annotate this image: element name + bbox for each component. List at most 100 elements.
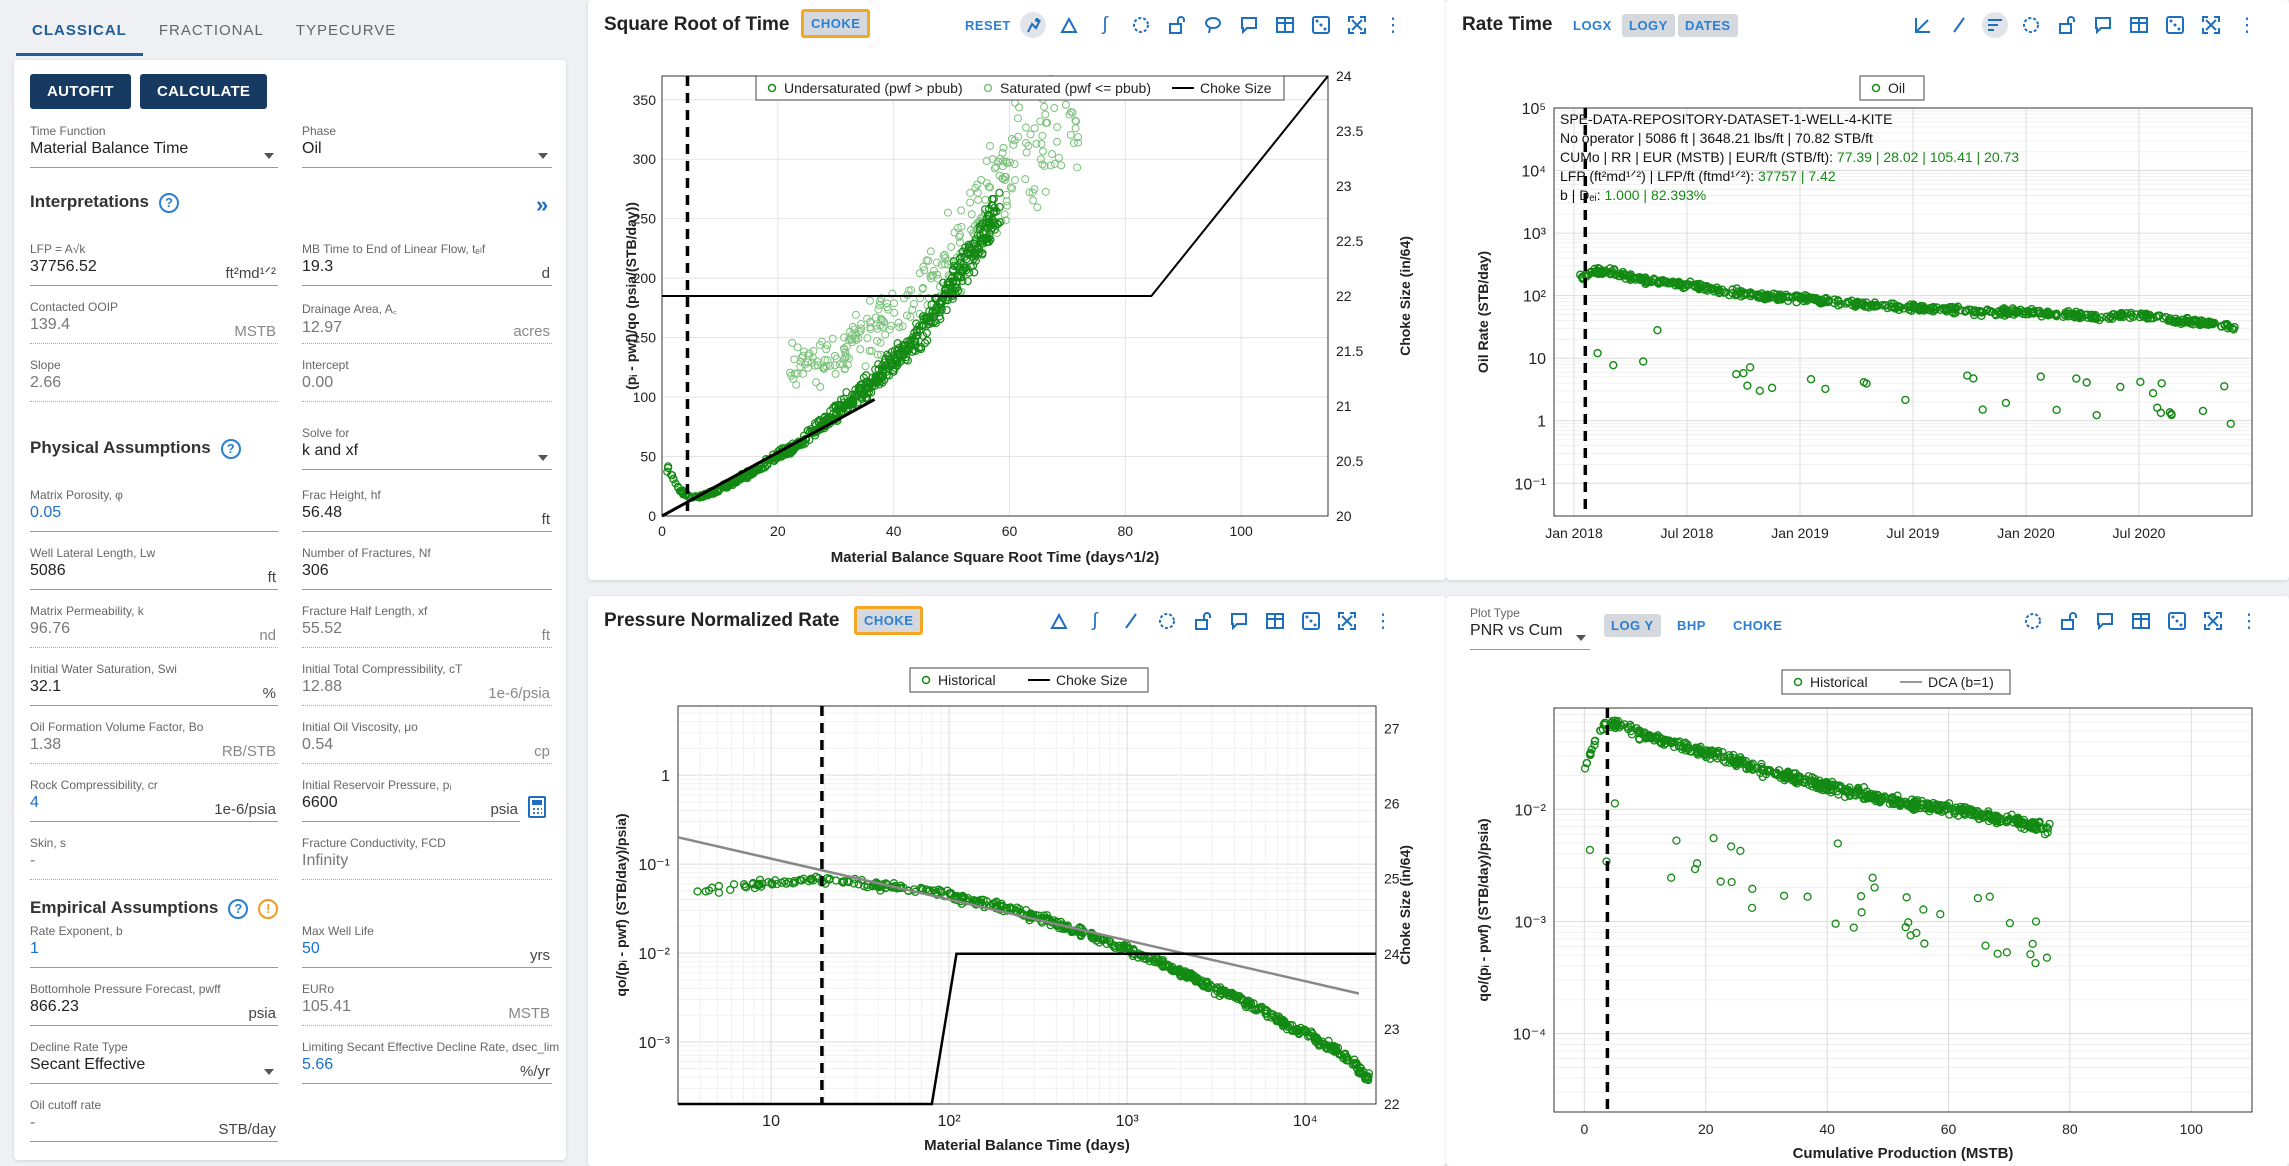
lasso-icon[interactable] — [2020, 608, 2046, 634]
unlock-icon[interactable] — [1190, 608, 1216, 634]
tab-classical[interactable]: CLASSICAL — [16, 12, 143, 56]
frac-height-field[interactable]: Frac Height, hf 56.48 ft — [302, 488, 552, 532]
historical-point — [1158, 961, 1167, 971]
line-icon[interactable] — [1118, 608, 1144, 634]
solve-for-select[interactable]: Solve for k and xf — [302, 426, 552, 470]
logy-toggle[interactable]: LOGY — [1622, 14, 1675, 37]
tab-fractional[interactable]: FRACTIONAL — [158, 22, 264, 39]
table-icon[interactable] — [1262, 608, 1288, 634]
oil-cutoff-field[interactable]: Oil cutoff rate - STB/day — [30, 1098, 278, 1142]
legend-marker — [983, 83, 993, 93]
pan-hand-icon[interactable] — [1020, 12, 1046, 38]
table-icon[interactable] — [2126, 12, 2152, 38]
comment-icon[interactable] — [2090, 12, 2116, 38]
oil-rate-point — [1764, 292, 1773, 302]
undersaturated-point — [953, 272, 962, 281]
max-well-life-field[interactable]: Max Well Life 50 yrs — [302, 924, 552, 968]
calculate-button[interactable]: CALCULATE — [140, 74, 268, 109]
reset-button[interactable]: RESET — [965, 18, 1011, 33]
more-vert-icon[interactable]: ⋮ — [1373, 610, 1393, 632]
cum-choke-toggle[interactable]: CHOKE — [1733, 618, 1783, 633]
undersaturated-point — [964, 250, 973, 259]
warning-icon[interactable]: ! — [258, 898, 279, 919]
initial-pressure-field[interactable]: Initial Reservoir Pressure, pᵢ 6600 psia — [302, 778, 520, 822]
x-axis-label: Material Balance Time (days) — [924, 1137, 1130, 1154]
expand-icon[interactable] — [2198, 12, 2224, 38]
lateral-length-field[interactable]: Well Lateral Length, Lw 5086 ft — [30, 546, 278, 590]
dates-toggle[interactable]: DATES — [1678, 14, 1738, 37]
integral-icon[interactable]: ∫ — [1092, 610, 1098, 631]
pnr-choke-toggle[interactable]: CHOKE — [854, 606, 924, 635]
unlock-icon[interactable] — [2054, 12, 2080, 38]
historical-point — [1673, 738, 1682, 747]
undersaturated-point — [924, 320, 934, 329]
porosity-field[interactable]: Matrix Porosity, φ 0.05 — [30, 488, 278, 532]
expand-icon[interactable] — [1334, 608, 1360, 634]
time-function-select[interactable]: Time Function Material Balance Time — [30, 124, 278, 168]
triangle-icon[interactable] — [1056, 12, 1082, 38]
expand-icon[interactable] — [2200, 608, 2226, 634]
x-tick-label: 20 — [770, 523, 786, 539]
dice-icon[interactable] — [2164, 608, 2190, 634]
speech-lasso-icon[interactable] — [1200, 12, 1226, 38]
phase-select[interactable]: Phase Oil — [302, 124, 552, 168]
help-icon[interactable]: ? — [220, 438, 241, 459]
sort-icon[interactable] — [1982, 12, 2008, 38]
decline-rate-type-select[interactable]: Decline Rate Type Secant Effective — [30, 1040, 278, 1084]
saturated-point — [846, 334, 855, 343]
historical-point — [1702, 753, 1711, 762]
unlock-icon[interactable] — [1164, 12, 1190, 38]
expand-icon[interactable] — [1344, 12, 1370, 38]
line-icon[interactable] — [1946, 12, 1972, 38]
water-saturation-field[interactable]: Initial Water Saturation, Swi 32.1 % — [30, 662, 278, 706]
logx-toggle[interactable]: LOGX — [1573, 18, 1612, 33]
limiting-decline-field[interactable]: Limiting Secant Effective Decline Rate, … — [302, 1040, 559, 1084]
calculator-icon[interactable] — [528, 796, 546, 818]
more-vert-icon[interactable]: ⋮ — [2237, 14, 2257, 36]
bhp-toggle[interactable]: BHP — [1677, 618, 1706, 633]
srt-choke-toggle[interactable]: CHOKE — [801, 9, 871, 38]
table-icon[interactable] — [2128, 608, 2154, 634]
unlock-icon[interactable] — [2056, 608, 2082, 634]
y-tick-label: 10⁻¹ — [1514, 476, 1546, 493]
triangle-icon[interactable] — [1046, 608, 1072, 634]
saturated-point — [856, 345, 865, 354]
mb-time-field[interactable]: MB Time to End of Linear Flow, tₑₗf 19.3… — [302, 242, 552, 286]
dice-icon[interactable] — [2162, 12, 2188, 38]
y-tick-label: 250 — [633, 211, 657, 227]
autofit-button[interactable]: AUTOFIT — [30, 74, 131, 109]
comment-icon[interactable] — [2092, 608, 2118, 634]
oil-rate-point — [1610, 265, 1619, 274]
dice-icon[interactable] — [1308, 12, 1334, 38]
dice-icon[interactable] — [1298, 608, 1324, 634]
comment-icon[interactable] — [1226, 608, 1252, 634]
historical-point — [2024, 823, 2034, 832]
plot-type-select[interactable]: Plot Type PNR vs Cum — [1470, 606, 1590, 650]
lasso-icon[interactable] — [2018, 12, 2044, 38]
more-vert-icon[interactable]: ⋮ — [1383, 14, 1403, 36]
rock-compressibility-field[interactable]: Rock Compressibility, cr 4 1e-6/psia — [30, 778, 278, 822]
lfp-field[interactable]: LFP = A√k 37756.52 ft²md¹ᐟ² — [30, 242, 278, 286]
log-y-toggle[interactable]: LOG Y — [1604, 614, 1661, 637]
double-chevron-right-icon[interactable]: » — [536, 192, 549, 217]
historical-point — [1752, 763, 1761, 773]
more-vert-icon[interactable]: ⋮ — [2239, 610, 2259, 632]
table-icon[interactable] — [1272, 12, 1298, 38]
oil-rate-point — [2165, 408, 2175, 417]
bhp-forecast-field[interactable]: Bottomhole Pressure Forecast, pwff 866.2… — [30, 982, 278, 1026]
lasso-icon[interactable] — [1128, 12, 1154, 38]
chevron-down-icon — [264, 1069, 274, 1075]
comment-icon[interactable] — [1236, 12, 1262, 38]
integral-icon[interactable]: ∫ — [1102, 14, 1108, 35]
oil-rate-point — [1615, 269, 1625, 278]
undersaturated-point — [884, 352, 893, 361]
tab-typecurve[interactable]: TYPECURVE — [295, 22, 397, 39]
axis-scale-icon[interactable] — [1910, 12, 1936, 38]
rate-exponent-field[interactable]: Rate Exponent, b 1 — [30, 924, 278, 968]
lasso-icon[interactable] — [1154, 608, 1180, 634]
help-icon[interactable]: ? — [228, 898, 249, 919]
y-axis-label: qo/(pᵢ - pwf) (STB/day)/psia) — [1475, 818, 1491, 1001]
help-icon[interactable]: ? — [159, 192, 180, 213]
num-fractures-field[interactable]: Number of Fractures, Nf 306 — [302, 546, 552, 590]
historical-point — [772, 879, 782, 889]
